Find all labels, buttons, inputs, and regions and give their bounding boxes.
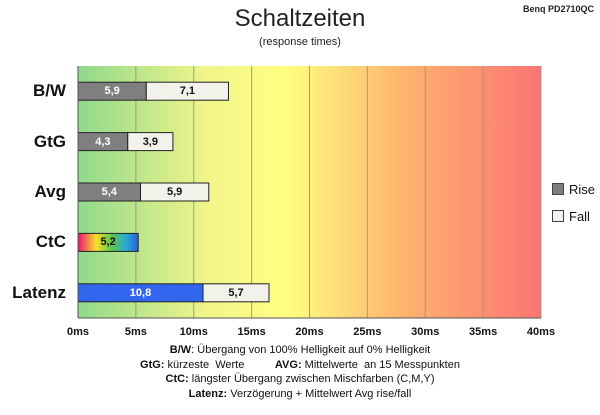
- x-tick-label: 25ms: [353, 326, 382, 338]
- note-line: CtC: längster Übergang zwischen Mischfar…: [0, 372, 600, 387]
- bar-label-fall: 5,9: [166, 186, 183, 198]
- legend-label-fall: Fall: [569, 208, 590, 224]
- bar-label-rise: 5,9: [104, 85, 120, 98]
- monitor-model-label: Benq PD2710QC: [522, 4, 594, 14]
- note-key: AVG:: [274, 358, 302, 371]
- note-text: : Übergang von 100% Helligkeit auf 0% He…: [191, 344, 431, 356]
- category-label: Avg: [34, 182, 67, 201]
- bar-label-rise: 5,2: [100, 236, 116, 249]
- legend: Rise Fall: [552, 178, 595, 232]
- bar-label-fall: 7,1: [179, 85, 196, 98]
- chart-notes: B/W: Übergang von 100% Helligkeit auf 0%…: [0, 343, 600, 401]
- legend-label-rise: Rise: [569, 181, 596, 197]
- x-tick-label: 35ms: [469, 326, 498, 338]
- bar-label-rise: 5,4: [101, 186, 117, 198]
- note-text: Verzögerung + Mittelwert Avg rise/fall: [227, 387, 412, 400]
- legend-swatch-rise: [552, 183, 564, 195]
- legend-item-rise: Rise: [552, 178, 595, 200]
- bar-fall: [140, 182, 210, 202]
- bar-label-rise: 10,8: [129, 286, 152, 299]
- note-line: GtG: kürzeste Werte AVG: Mittelwerte an …: [0, 358, 600, 373]
- category-label: CtC: [35, 232, 66, 252]
- note-text: längster Übergang zwischen Mischfarben (…: [188, 373, 435, 385]
- note-key: Latenz:: [188, 387, 228, 400]
- x-tick-label: 15ms: [237, 326, 266, 338]
- note-key: GtG:: [140, 358, 165, 371]
- x-tick-label: 10ms: [179, 326, 208, 338]
- chart-subtitle: (response times): [259, 36, 341, 48]
- bar-label-fall: 3,9: [142, 135, 158, 148]
- x-tick-label: 30ms: [411, 326, 440, 338]
- note-line: B/W: Übergang von 100% Helligkeit auf 0%…: [0, 343, 600, 358]
- legend-item-fall: Fall: [552, 205, 595, 227]
- category-label: GtG: [33, 131, 66, 151]
- note-key: CtC:: [165, 373, 189, 385]
- note-line: Latenz: Verzögerung + Mittelwert Avg ris…: [0, 387, 600, 402]
- x-tick-label: 40ms: [526, 326, 556, 338]
- category-label: Latenz: [12, 282, 66, 302]
- x-tick-label: 5ms: [124, 326, 147, 338]
- bar-label-rise: 4,3: [95, 135, 111, 148]
- legend-swatch-fall: [552, 210, 564, 222]
- bar-fall: [145, 81, 229, 101]
- note-key: B/W: [169, 344, 192, 356]
- note-text: kürzeste Werte: [164, 358, 275, 371]
- x-tick-label: 0ms: [66, 326, 90, 338]
- x-tick-label: 20ms: [295, 326, 324, 338]
- note-text: Mittelwerte an 15 Messpunkten: [301, 358, 460, 371]
- bar-fall: [202, 283, 270, 303]
- chart-title: Schaltzeiten: [234, 5, 366, 32]
- bar-label-fall: 5,7: [228, 286, 244, 299]
- bar-fall: [127, 132, 174, 152]
- category-label: B/W: [32, 81, 66, 101]
